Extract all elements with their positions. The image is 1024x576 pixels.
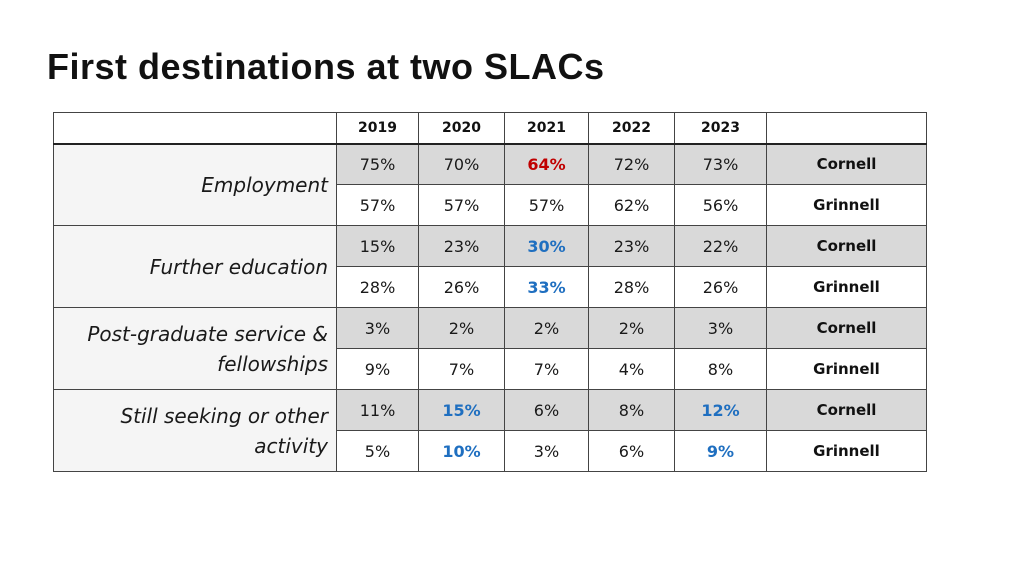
table-cell: 26%	[418, 266, 505, 308]
table-cell-highlight: 15%	[418, 389, 505, 431]
table-cell: 72%	[588, 143, 675, 185]
table-cell: 57%	[418, 184, 505, 226]
table-cell-highlight: 9%	[674, 430, 767, 472]
school-label-cornell: Cornell	[766, 143, 927, 185]
table-cell: 23%	[418, 225, 505, 267]
table-cell: 3%	[674, 307, 767, 349]
school-label-grinnell: Grinnell	[766, 430, 927, 472]
header-blank-school	[766, 112, 927, 144]
school-label-cornell: Cornell	[766, 307, 927, 349]
table-cell: 62%	[588, 184, 675, 226]
table-row: 57% 57% 57% 62% 56% Grinnell	[54, 184, 927, 226]
school-label-cornell: Cornell	[766, 389, 927, 431]
category-still-seeking: Still seeking or other activity	[53, 389, 337, 472]
header-year-2020: 2020	[418, 112, 505, 144]
category-post-graduate-service: Post-graduate service & fellowships	[53, 307, 337, 390]
page-title: First destinations at two SLACs	[47, 46, 605, 87]
school-label-grinnell: Grinnell	[766, 184, 927, 226]
school-label-grinnell: Grinnell	[766, 266, 927, 308]
header-year-2021: 2021	[504, 112, 589, 144]
table-cell-highlight: 33%	[504, 266, 589, 308]
table-cell: 11%	[336, 389, 419, 431]
table-cell: 57%	[336, 184, 419, 226]
table-row: Post-graduate service & fellowships 3% 2…	[53, 307, 927, 390]
table-cell-highlight: 10%	[418, 430, 505, 472]
header-blank-category	[53, 112, 337, 144]
table-cell: 23%	[588, 225, 675, 267]
table-cell: 9%	[336, 348, 419, 390]
table-row: 9% 7% 7% 4% 8% Grinnell	[54, 348, 927, 390]
table-cell: 15%	[336, 225, 419, 267]
header-year-2022: 2022	[588, 112, 675, 144]
table-cell: 7%	[418, 348, 505, 390]
table-cell: 6%	[588, 430, 675, 472]
table-cell: 7%	[504, 348, 589, 390]
school-label-grinnell: Grinnell	[766, 348, 927, 390]
table-row: Employment 75% 70% 64% 72% 73% Cornell	[53, 143, 927, 226]
table-cell: 2%	[588, 307, 675, 349]
table-cell: 28%	[336, 266, 419, 308]
table-row: 5% 10% 3% 6% 9% Grinnell	[54, 430, 927, 472]
table-cell: 28%	[588, 266, 675, 308]
table-cell: 3%	[504, 430, 589, 472]
table-cell: 22%	[674, 225, 767, 267]
header-row: 2019 2020 2021 2022 2023	[53, 112, 927, 144]
table-cell: 26%	[674, 266, 767, 308]
school-label-cornell: Cornell	[766, 225, 927, 267]
header-year-2019: 2019	[336, 112, 419, 144]
table-cell: 3%	[336, 307, 419, 349]
table-cell: 73%	[674, 143, 767, 185]
category-further-education: Further education	[53, 225, 337, 308]
category-employment: Employment	[53, 143, 337, 226]
table-cell: 2%	[504, 307, 589, 349]
table-cell-highlight: 12%	[674, 389, 767, 431]
table-cell: 70%	[418, 143, 505, 185]
table-cell: 57%	[504, 184, 589, 226]
table-cell: 4%	[588, 348, 675, 390]
table-cell-highlight: 30%	[504, 225, 589, 267]
table-cell: 5%	[336, 430, 419, 472]
table-cell: 8%	[588, 389, 675, 431]
table-cell: 75%	[336, 143, 419, 185]
table-cell-highlight: 64%	[504, 143, 589, 185]
table-cell: 8%	[674, 348, 767, 390]
destinations-table: 2019 2020 2021 2022 2023 Employment 75% …	[53, 112, 927, 472]
table-cell: 56%	[674, 184, 767, 226]
table-cell: 2%	[418, 307, 505, 349]
table-row: 28% 26% 33% 28% 26% Grinnell	[54, 266, 927, 308]
table-row: Still seeking or other activity 11% 15% …	[53, 389, 927, 472]
table-cell: 6%	[504, 389, 589, 431]
table-row: Further education 15% 23% 30% 23% 22% Co…	[53, 225, 927, 308]
header-year-2023: 2023	[674, 112, 767, 144]
